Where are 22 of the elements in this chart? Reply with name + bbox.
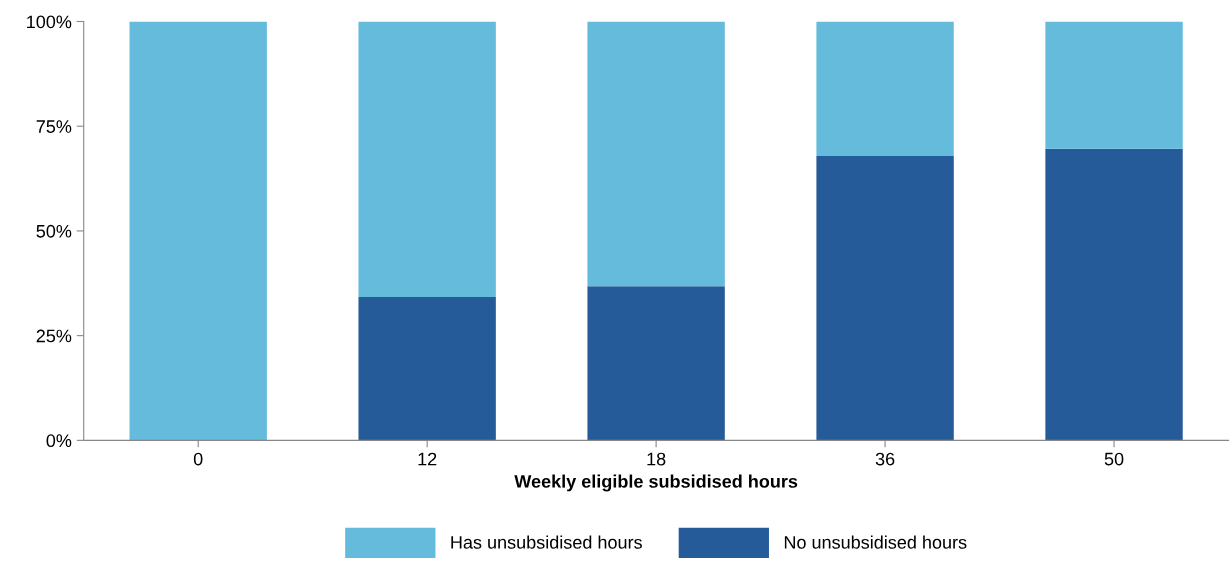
y-tick-label: 100% bbox=[27, 15, 72, 29]
x-tick-label: 0 bbox=[193, 452, 203, 466]
bar bbox=[358, 21, 496, 298]
bar bbox=[816, 155, 954, 441]
y-tick-label: 75% bbox=[36, 120, 72, 133]
y-tick-label: 25% bbox=[36, 329, 72, 343]
bar bbox=[816, 21, 954, 156]
x-tick-label: 50 bbox=[1104, 452, 1124, 466]
x-tick-label: 36 bbox=[875, 452, 895, 466]
x-tick-label: 12 bbox=[418, 452, 437, 466]
y-tick-label: 50% bbox=[36, 224, 72, 238]
x-tick-label: 18 bbox=[647, 452, 666, 466]
y-tick-label: 0% bbox=[46, 434, 72, 448]
bar bbox=[358, 297, 496, 441]
bar bbox=[129, 21, 267, 441]
legend-label: No unsubsidised hours bbox=[784, 535, 967, 549]
bar bbox=[1045, 21, 1183, 149]
legend-label: Has unsubsidised hours bbox=[451, 535, 642, 549]
bar bbox=[587, 286, 725, 441]
bar bbox=[587, 21, 725, 287]
x-axis-title: Weekly eligible subsidised hours bbox=[514, 474, 798, 492]
bar bbox=[1045, 148, 1183, 441]
